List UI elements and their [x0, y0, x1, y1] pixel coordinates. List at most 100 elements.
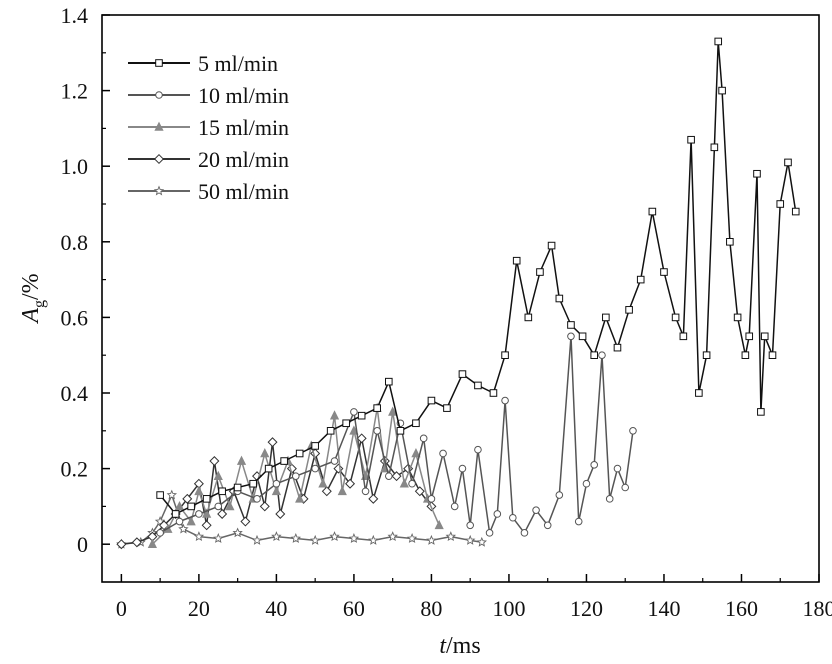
series-3-point-35	[598, 351, 606, 360]
series-3-point-22	[474, 445, 482, 454]
series-0-point-8	[232, 527, 243, 538]
y-tick-label-3: 0.6	[61, 305, 89, 330]
series-4-point-10	[311, 442, 319, 450]
series-4-point-3	[202, 495, 211, 503]
x-tick-label-4: 80	[420, 596, 442, 621]
series-0-point-20	[464, 534, 476, 545]
series-line-0	[121, 494, 482, 545]
y-tick-label-0: 0	[77, 532, 88, 557]
series-4-point-51	[757, 408, 765, 416]
series-4-point-26	[536, 268, 544, 276]
series-1-point-11	[240, 516, 251, 527]
x-tick-label-5: 100	[492, 596, 525, 621]
y-axis-unit: /%	[18, 273, 44, 300]
series-1-point-23	[368, 493, 379, 504]
series-4-point-44	[714, 37, 723, 46]
series-1-point-9	[217, 508, 228, 519]
y-tick-label-5: 1.0	[61, 154, 89, 179]
series-4-point-53	[768, 351, 777, 359]
series-0-point-16	[387, 531, 398, 542]
series-4-point-0	[156, 491, 164, 499]
legend-entry-2: 15 ml/min	[128, 115, 289, 140]
series-2-point-2	[174, 500, 185, 511]
series-4-point-14	[373, 404, 381, 412]
legend-marker-0	[155, 59, 163, 67]
series-4-point-29	[567, 321, 575, 329]
legend-marker-1	[155, 91, 163, 99]
series-2-point-10	[260, 448, 270, 458]
series-3-point-21	[466, 521, 474, 530]
series-1-point-27	[414, 486, 425, 497]
series-2-point-8	[236, 455, 247, 465]
x-tick-label-9: 180	[803, 596, 832, 621]
series-3-point-10	[350, 408, 358, 416]
plot-frame	[101, 14, 820, 583]
series-4-point-32	[602, 313, 610, 322]
x-tick-label-6: 120	[570, 596, 603, 621]
series-4-point-22	[489, 389, 498, 397]
series-2-point-26	[434, 519, 444, 530]
series-2-point-22	[388, 406, 398, 416]
legend-label-3: 20 ml/min	[198, 147, 289, 172]
legend-label-2: 15 ml/min	[198, 115, 289, 140]
series-3-point-28	[532, 506, 540, 514]
series-3-point-37	[613, 464, 622, 473]
series-3-point-0	[156, 529, 164, 537]
series-4-point-18	[427, 396, 436, 405]
series-2-point-3	[186, 516, 196, 526]
series-line-3	[159, 335, 634, 534]
series-0-point-6	[193, 531, 205, 542]
series-1-point-1	[131, 537, 142, 548]
series-2-point-7	[225, 500, 235, 511]
series-3-point-17	[427, 495, 436, 503]
series-4-point-8	[280, 457, 288, 465]
series-3-point-38	[621, 483, 630, 492]
series-1-point-5	[182, 493, 193, 504]
series-1-point-15	[275, 508, 286, 519]
y-tick-label-6: 1.2	[61, 79, 89, 104]
series-3-point-8	[311, 464, 319, 473]
series-2-point-0	[147, 538, 157, 548]
series-4-point-38	[671, 313, 680, 322]
series-1-point-0	[116, 539, 127, 550]
series-4-point-13	[357, 411, 366, 420]
legend-entry-0: 5 ml/min	[128, 51, 278, 76]
series-4-point-11	[326, 427, 335, 435]
series-0-point-7	[213, 533, 224, 543]
series-2-point-18	[349, 425, 359, 435]
series-4-point-25	[524, 313, 533, 322]
series-0-point-12	[309, 534, 321, 545]
series-4-point-46	[726, 238, 734, 246]
series-4-point-21	[474, 381, 482, 390]
series-1	[116, 433, 437, 550]
series-4-point-9	[295, 449, 304, 458]
series-4-point-28	[555, 294, 564, 303]
x-tick-label-2: 40	[265, 596, 287, 621]
series-4-point-45	[718, 86, 726, 95]
series-0-point-17	[406, 533, 418, 543]
series-0-point-18	[426, 534, 437, 545]
series-2-point-13	[295, 493, 305, 503]
series-2-point-6	[213, 470, 223, 480]
y-tick-label-1: 0.2	[61, 457, 89, 482]
series-4-point-15	[385, 377, 393, 386]
series-0-point-11	[290, 533, 302, 543]
x-tick-label-7: 140	[647, 596, 680, 621]
series-3-point-12	[373, 427, 381, 435]
series-4-point-48	[741, 351, 750, 359]
legend: 5 ml/min 10 ml/min 15 ml/min 20 ml/min 50 ml…	[128, 51, 289, 204]
x-tick-label-3: 60	[343, 596, 365, 621]
series-4-point-1	[171, 510, 180, 518]
legend-entry-4: 50 ml/min	[128, 179, 289, 204]
series-4-point-33	[613, 343, 622, 352]
series-3-point-23	[485, 529, 494, 537]
series-3-point-24	[493, 510, 502, 518]
series-3-point-29	[543, 521, 552, 530]
series-3-point-25	[501, 396, 509, 405]
legend-label-4: 50 ml/min	[198, 179, 289, 204]
series-2-point-24	[411, 448, 421, 458]
x-axis-unit: /ms	[446, 633, 481, 659]
series-3	[156, 332, 637, 537]
y-tick-label-4: 0.8	[61, 230, 89, 255]
